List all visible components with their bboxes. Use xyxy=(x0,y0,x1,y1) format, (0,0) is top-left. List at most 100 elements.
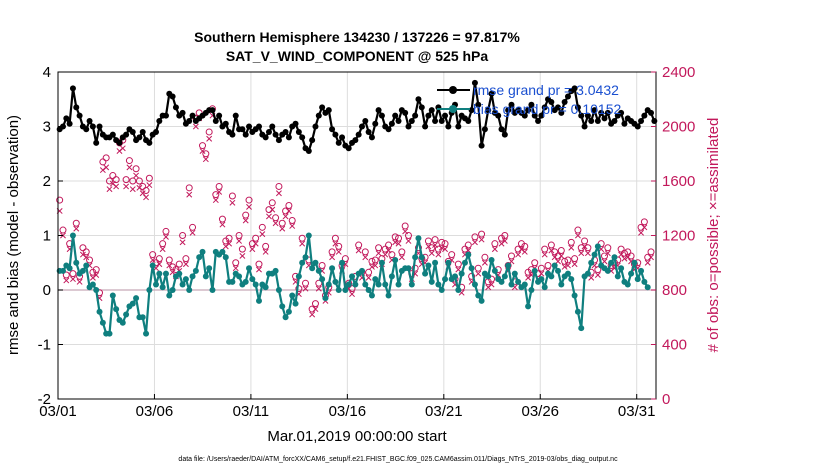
rmse-point-120 xyxy=(455,123,462,130)
obs-possible-point-48 xyxy=(215,182,223,190)
obs-assimilated-point-24 xyxy=(136,184,143,191)
bias-point-169 xyxy=(618,265,625,272)
bias-point-122 xyxy=(461,259,468,266)
rmse-point-18 xyxy=(116,139,123,146)
obs-possible-point-111 xyxy=(424,237,432,245)
bias-point-46 xyxy=(209,287,216,293)
bias-point-68 xyxy=(282,314,289,321)
obs-possible-point-40 xyxy=(189,223,197,231)
obs-possible-point-108 xyxy=(414,244,422,252)
obs-assimilated-stroke-b xyxy=(69,276,76,283)
obs-assimilated-stroke-b xyxy=(256,266,262,273)
bias-point-37 xyxy=(179,281,186,288)
obs-assimilated-point-112 xyxy=(428,250,435,257)
obs-assimilated-stroke-b xyxy=(604,250,611,257)
bias-point-13 xyxy=(99,319,106,326)
obs-assimilated-stroke-b xyxy=(432,242,439,248)
bias-point-89 xyxy=(352,281,359,288)
rmse-point-133 xyxy=(498,126,505,133)
obs-assimilated-point-84 xyxy=(335,248,342,255)
obs-assimilated-point-53 xyxy=(232,265,239,272)
obs-assimilated-stroke-b xyxy=(591,262,598,269)
left-tick-label-5: 3 xyxy=(43,119,51,136)
obs-possible-point-115 xyxy=(438,238,446,246)
obs-possible-point-84 xyxy=(335,242,343,250)
bias-point-127 xyxy=(478,297,485,304)
obs-assimilated-point-170 xyxy=(621,255,628,262)
bias-point-74 xyxy=(302,254,309,261)
obs-assimilated-stroke-b xyxy=(382,251,389,258)
obs-assimilated-point-47 xyxy=(212,197,219,204)
rmse-point-76 xyxy=(309,137,316,144)
bias-point-174 xyxy=(634,276,641,283)
obs-assimilated-point-6 xyxy=(76,278,83,285)
bias-point-32 xyxy=(162,270,169,277)
obs-possible-point-74 xyxy=(302,279,310,287)
rmse-point-93 xyxy=(365,128,372,135)
bias-point-88 xyxy=(349,273,356,280)
bias-point-154 xyxy=(568,276,575,283)
rmse-point-126 xyxy=(475,101,482,108)
bias-point-155 xyxy=(571,292,578,299)
bias-point-135 xyxy=(505,262,512,269)
x-tick-label-6: 03/31 xyxy=(618,403,656,420)
obs-assimilated-point-4 xyxy=(69,276,76,283)
rmse-point-117 xyxy=(445,123,452,130)
bias-point-54 xyxy=(236,273,243,280)
bias-point-17 xyxy=(113,306,120,313)
obs-assimilated-stroke-b xyxy=(521,248,528,255)
bias-point-116 xyxy=(442,276,449,283)
bias-point-3 xyxy=(66,265,73,272)
bias-point-161 xyxy=(591,251,598,258)
obs-assimilated-point-102 xyxy=(395,240,402,247)
obs-assimilated-point-115 xyxy=(438,244,445,251)
rmse-point-102 xyxy=(395,118,402,125)
obs-assimilated-stroke-b xyxy=(246,203,252,210)
bias-point-39 xyxy=(186,287,193,293)
obs-assimilated-point-27 xyxy=(146,182,153,189)
obs-assimilated-point-11 xyxy=(93,272,100,278)
obs-assimilated-stroke-b xyxy=(392,239,399,246)
obs-assimilated-stroke-b xyxy=(149,257,156,263)
bias-point-67 xyxy=(279,303,286,310)
obs-assimilated-point-15 xyxy=(106,186,113,193)
obs-possible-point-65 xyxy=(272,214,280,222)
rmse-point-174 xyxy=(634,123,641,130)
rmse-point-116 xyxy=(442,112,449,119)
obs-assimilated-point-25 xyxy=(139,190,146,197)
obs-assimilated-stroke-b xyxy=(166,262,173,269)
rmse-point-164 xyxy=(601,115,608,122)
rmse-point-84 xyxy=(335,139,342,146)
obs-assimilated-stroke-b xyxy=(362,254,369,261)
obs-assimilated-stroke-b xyxy=(189,229,196,236)
rmse-point-162 xyxy=(594,118,601,125)
obs-assimilated-point-140 xyxy=(521,248,528,255)
rmse-point-136 xyxy=(508,101,515,108)
right-tick-label-5: 2000 xyxy=(662,119,695,136)
obs-assimilated-stroke-b xyxy=(568,244,575,251)
obs-possible-point-22 xyxy=(129,177,137,185)
bias-point-175 xyxy=(638,267,645,274)
left-tick-label-1: -1 xyxy=(38,337,51,354)
obs-assimilated-stroke-b xyxy=(299,240,306,247)
rmse-point-169 xyxy=(618,109,625,116)
rmse-point-144 xyxy=(535,118,542,125)
obs-assimilated-stroke-b xyxy=(624,254,631,261)
bias-point-87 xyxy=(345,281,352,288)
bias-point-43 xyxy=(199,248,206,255)
obs-assimilated-point-116 xyxy=(442,246,448,253)
bias-point-12 xyxy=(96,308,103,315)
bias-point-134 xyxy=(501,273,508,280)
bias-point-81 xyxy=(325,281,332,288)
obs-assimilated-point-49 xyxy=(219,221,226,228)
bias-point-52 xyxy=(229,278,236,285)
obs-assimilated-stroke-b xyxy=(289,223,296,229)
rmse-point-153 xyxy=(564,93,571,100)
obs-assimilated-stroke-b xyxy=(385,247,392,254)
obs-possible-point-152 xyxy=(561,257,569,265)
rmse-point-150 xyxy=(554,104,561,111)
bias-point-45 xyxy=(206,265,213,272)
obs-assimilated-stroke-b xyxy=(618,251,625,258)
obs-possible-point-15 xyxy=(105,177,113,185)
obs-assimilated-stroke-b xyxy=(478,236,485,243)
